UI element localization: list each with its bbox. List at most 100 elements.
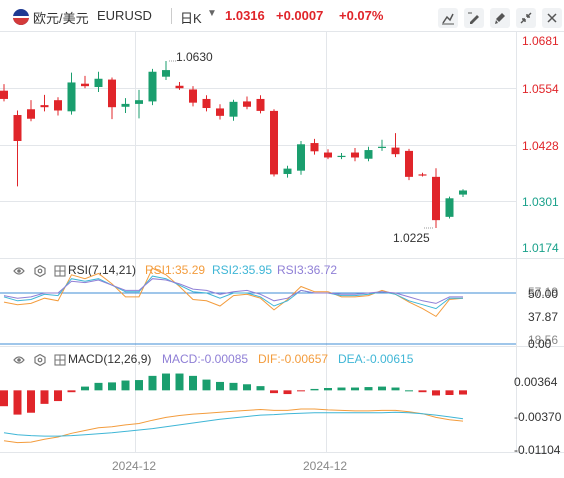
- candle-body: [121, 103, 130, 107]
- candle-body: [405, 150, 413, 177]
- price-axis-label: 1.0681: [522, 34, 559, 48]
- macd-axis-label: 0.00364: [514, 375, 558, 389]
- x-axis-label: 2024-12: [112, 459, 157, 473]
- macd-bar: [243, 384, 251, 391]
- rsi-axis-label: 0.00: [528, 337, 552, 351]
- rsi3-line: [3, 278, 463, 304]
- brush-icon[interactable]: [490, 8, 510, 28]
- eu-us-flag-icon: [13, 9, 29, 25]
- rsi2-value: RSI2:35.95: [212, 263, 273, 277]
- candle-body: [310, 143, 319, 152]
- collapse-icon[interactable]: [516, 8, 536, 28]
- candle-body: [432, 176, 440, 221]
- rsi-axis-label: 57.19: [528, 285, 559, 299]
- macd-bar: [202, 379, 211, 391]
- macd-name: MACD(12,26,9): [68, 352, 152, 366]
- candle-body: [270, 110, 278, 175]
- candle-body: [229, 101, 238, 117]
- macd-bar: [445, 390, 454, 395]
- close-icon[interactable]: [542, 8, 562, 28]
- candle-body: [108, 79, 116, 108]
- candle-body: [81, 83, 89, 87]
- macd-bar: [310, 388, 319, 391]
- candle-body: [364, 150, 373, 159]
- candle-body: [135, 100, 143, 104]
- candle-body: [297, 144, 305, 171]
- settings-icon[interactable]: [34, 353, 46, 367]
- rsi1-value: RSI1:35.29: [145, 263, 206, 277]
- macd-bar: [405, 390, 413, 392]
- candle-body: [67, 82, 76, 112]
- price-axis-label: 1.0428: [522, 139, 559, 153]
- high-annotation: 1.0630: [176, 50, 213, 64]
- macd-bar: [337, 387, 346, 391]
- macd-bar: [148, 375, 157, 391]
- rsi-axis-label: 50.00: [528, 287, 559, 301]
- price-axis-label: 1.0174: [522, 241, 559, 255]
- candle-body: [324, 152, 332, 158]
- grid-line: [0, 145, 516, 146]
- macd-bar: [40, 390, 49, 404]
- candle-body: [175, 85, 184, 89]
- macd-axis-label: -0.00370: [514, 410, 562, 424]
- macd-bar: [432, 390, 440, 396]
- candle-body: [445, 198, 454, 217]
- eye-icon[interactable]: [13, 264, 25, 276]
- rsi-axis-label: 37.87: [528, 310, 559, 324]
- price-change: +0.0007: [276, 8, 324, 23]
- dea-line: [3, 411, 464, 437]
- indicator-grid-icon[interactable]: [54, 264, 66, 277]
- dea-value: DEA:-0.00615: [338, 352, 414, 366]
- candle-body: [459, 190, 467, 195]
- dif-line: [3, 408, 464, 444]
- grid-line: [0, 201, 516, 202]
- caret-down-icon[interactable]: ▼: [207, 8, 217, 19]
- macd-bar: [351, 387, 359, 391]
- candle-body: [337, 155, 346, 158]
- chart-toolbar: 欧元/美元 EURUSD 日K ▼ 1.0316 +0.0007 +0.07%: [0, 0, 564, 32]
- pair-code[interactable]: EURUSD: [97, 8, 152, 23]
- candle-body: [243, 101, 251, 107]
- macd-bar: [27, 390, 35, 413]
- grid-line: [0, 88, 516, 89]
- rsi-axis-label: 18.56: [528, 333, 559, 347]
- price-axis-label: 1.0554: [522, 82, 559, 96]
- candle-body: [378, 146, 386, 148]
- current-price: 1.0316: [225, 8, 265, 23]
- panel-divider: [0, 452, 564, 453]
- candle-body: [418, 174, 427, 176]
- eye-icon[interactable]: [13, 353, 25, 365]
- candle-body: [54, 100, 62, 111]
- macd-bar: [135, 380, 143, 391]
- macd-bar: [162, 373, 170, 391]
- macd-bar: [54, 390, 62, 402]
- candlestick-chart[interactable]: [0, 32, 516, 258]
- draw-line-icon[interactable]: [438, 8, 458, 28]
- candle-body: [0, 90, 8, 99]
- panel-divider: [0, 258, 564, 259]
- macd-bar: [459, 390, 467, 395]
- rsi1-line: [3, 267, 464, 318]
- settings-icon[interactable]: [34, 264, 46, 278]
- price-change-percent: +0.07%: [339, 8, 384, 23]
- indicator-grid-icon[interactable]: [54, 353, 66, 366]
- grid-line: [516, 32, 517, 452]
- pair-name[interactable]: 欧元/美元: [33, 11, 89, 26]
- macd-chart[interactable]: [0, 347, 516, 452]
- dif-value: DIF:-0.00657: [258, 352, 329, 366]
- macd-bar: [121, 380, 130, 391]
- macd-value: MACD:-0.00085: [162, 352, 249, 366]
- candle-body: [162, 70, 170, 77]
- candle-body: [283, 168, 292, 174]
- pen-icon[interactable]: [464, 8, 484, 28]
- rsi-chart[interactable]: [0, 259, 516, 346]
- macd-bar: [94, 382, 103, 391]
- candle-body: [216, 108, 224, 116]
- macd-bar: [256, 386, 265, 391]
- rsi3-value: RSI3:36.72: [277, 263, 338, 277]
- period-selector[interactable]: 日K: [180, 11, 202, 26]
- candle-body: [13, 115, 22, 141]
- macd-bar: [418, 390, 427, 393]
- candle-body: [391, 147, 400, 155]
- macd-bar: [81, 386, 89, 391]
